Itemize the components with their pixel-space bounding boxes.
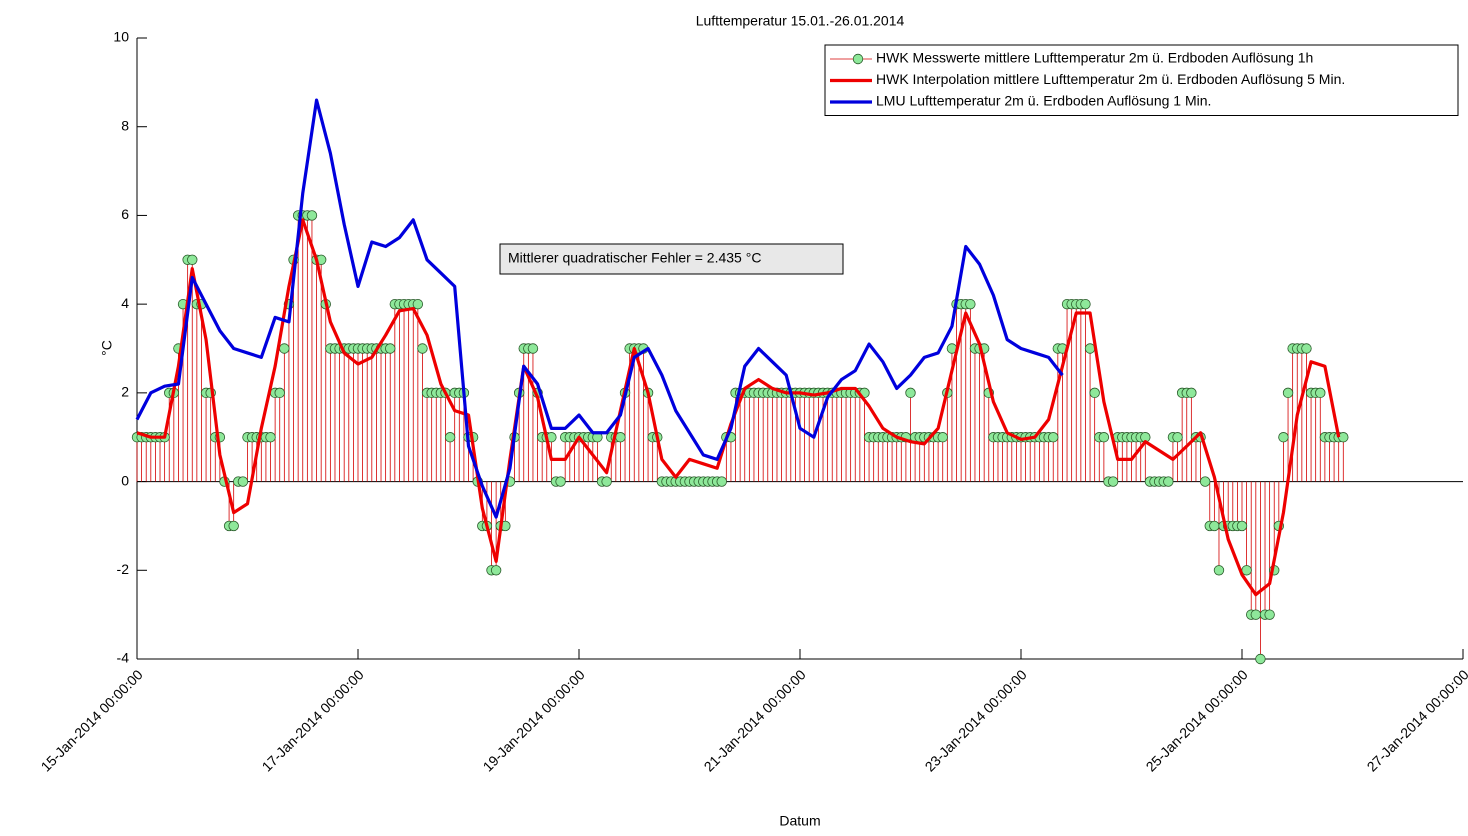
chart-title: Lufttemperatur 15.01.-26.01.2014 — [696, 13, 905, 29]
stem-marker — [1264, 609, 1275, 620]
stem-marker — [228, 520, 239, 532]
stem-marker — [1199, 476, 1211, 487]
stem-marker — [1255, 653, 1266, 665]
stem-marker — [279, 343, 290, 354]
stem-marker — [1163, 476, 1174, 487]
stem-marker — [937, 432, 948, 443]
stem-marker — [412, 298, 424, 310]
stem-marker — [1236, 520, 1248, 532]
legend-label: HWK Messwerte mittlere Lufttemperatur 2m… — [876, 50, 1313, 66]
stem-marker — [1186, 387, 1197, 399]
y-tick-label: -2 — [117, 561, 130, 577]
stem-marker — [905, 387, 916, 399]
stem-marker — [237, 476, 249, 487]
stem-marker — [555, 476, 566, 487]
stem-marker — [1301, 343, 1312, 354]
y-tick-label: -4 — [117, 650, 130, 666]
series-line — [135, 98, 1064, 519]
stem-marker — [1098, 432, 1110, 443]
x-axis-label: Datum — [779, 813, 820, 829]
y-tick-label: 10 — [113, 29, 129, 45]
stem-marker — [417, 343, 428, 354]
y-tick-label: 0 — [121, 472, 129, 488]
annotation-box — [499, 243, 844, 275]
stem-marker — [385, 343, 396, 354]
stem-marker — [265, 432, 276, 443]
stem-marker — [187, 254, 198, 265]
legend-label: HWK Interpolation mittlere Lufttemperatu… — [876, 71, 1345, 87]
legend-marker — [852, 53, 864, 65]
stem-marker — [716, 476, 727, 487]
stem-marker — [601, 476, 612, 487]
stem-marker — [615, 432, 626, 443]
stem-marker — [527, 343, 539, 354]
stem-marker — [274, 387, 285, 399]
stem-marker — [1250, 609, 1262, 620]
stem-marker — [1278, 432, 1289, 443]
stem-marker — [1315, 387, 1326, 399]
legend-label: LMU Lufttemperatur 2m ü. Erdboden Auflös… — [876, 93, 1211, 109]
stem-marker — [1209, 520, 1220, 532]
stem-marker — [306, 210, 318, 221]
stem-marker — [1089, 387, 1100, 399]
stem-marker — [1084, 343, 1096, 354]
stem-marker — [1107, 476, 1119, 487]
y-tick-label: 6 — [121, 206, 129, 222]
y-axis-label: °C — [99, 340, 115, 356]
stem-marker — [1338, 432, 1349, 443]
y-tick-label: 2 — [121, 384, 129, 400]
y-tick-label: 4 — [121, 295, 129, 311]
stem-marker — [444, 432, 456, 443]
stem-marker — [490, 565, 502, 576]
annotation: Mittlerer quadratischer Fehler = 2.435 °… — [508, 250, 761, 266]
stem-marker — [1213, 565, 1225, 576]
legend-box — [824, 44, 1459, 116]
stem-marker — [1172, 432, 1183, 443]
stem-marker — [1080, 298, 1091, 310]
stem-marker — [1282, 387, 1294, 399]
stem-marker — [1048, 432, 1059, 443]
series-line — [136, 218, 1341, 597]
y-tick-label: 8 — [121, 117, 129, 133]
stem-marker — [965, 298, 976, 310]
